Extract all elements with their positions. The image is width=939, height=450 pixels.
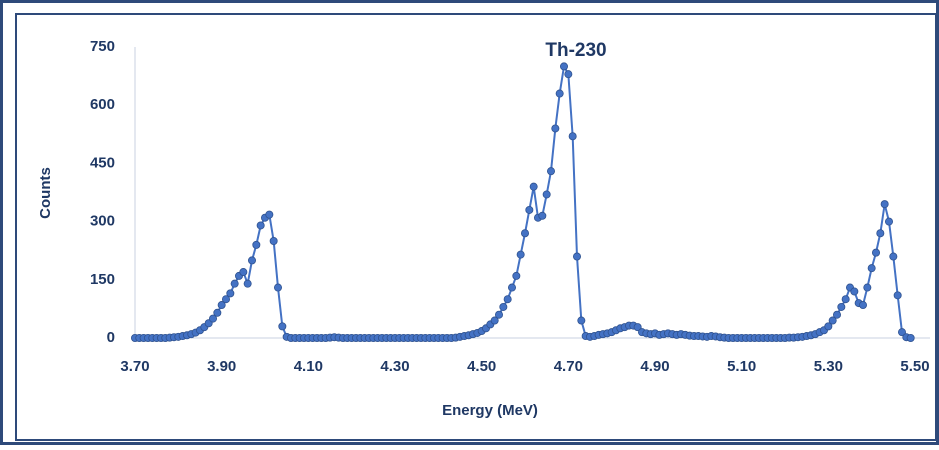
x-tick-label: 4.50 [467, 358, 496, 375]
data-point [906, 333, 915, 342]
data-point [273, 283, 282, 292]
data-point [226, 289, 235, 298]
data-point [633, 323, 642, 332]
data-line [135, 63, 911, 339]
data-point [885, 217, 894, 226]
data-point [494, 310, 503, 319]
data-point [490, 316, 499, 325]
data-point [889, 252, 898, 261]
data-point [880, 200, 889, 209]
data-point [872, 248, 881, 257]
data-point [824, 322, 833, 331]
data-point [252, 240, 261, 249]
data-point [507, 283, 516, 292]
y-axis-label: Counts [37, 167, 54, 219]
data-point [564, 70, 573, 79]
data-point [503, 295, 512, 304]
data-point [542, 190, 551, 199]
inner-frame [15, 13, 937, 441]
data-point [521, 229, 530, 238]
x-tick-label: 4.70 [554, 358, 583, 375]
chart-title: Th-230 [545, 40, 606, 61]
y-tick-label: 150 [90, 271, 115, 288]
data-point [516, 250, 525, 259]
data-point [555, 89, 564, 98]
data-point [876, 229, 885, 238]
x-tick-label: 4.30 [380, 358, 409, 375]
data-point [547, 167, 556, 176]
data-point [247, 256, 256, 265]
data-point [208, 314, 217, 323]
data-point [560, 62, 569, 71]
data-point [859, 301, 868, 310]
data-point [243, 279, 252, 288]
y-tick-label: 0 [107, 329, 115, 346]
x-tick-label: 3.70 [120, 358, 149, 375]
data-point [850, 287, 859, 296]
data-point [577, 316, 586, 325]
data-point [512, 271, 521, 280]
data-point [828, 316, 837, 325]
y-tick-label: 750 [90, 38, 115, 55]
data-point [499, 302, 508, 311]
data-point [551, 124, 560, 133]
y-tick-label: 300 [90, 213, 115, 230]
data-point [221, 295, 230, 304]
x-tick-label: 4.90 [640, 358, 669, 375]
data-point [893, 291, 902, 300]
data-point [213, 308, 222, 317]
data-point [568, 132, 577, 141]
data-point [265, 210, 274, 219]
data-point [837, 302, 846, 311]
y-tick-label: 450 [90, 154, 115, 171]
data-point [867, 264, 876, 273]
data-point [898, 328, 907, 337]
data-point [538, 211, 547, 220]
x-tick-label: 5.50 [900, 358, 929, 375]
data-point [833, 310, 842, 319]
data-point [863, 283, 872, 292]
data-point [841, 295, 850, 304]
data-point [278, 322, 287, 331]
x-tick-label: 5.10 [727, 358, 756, 375]
data-point [529, 182, 538, 191]
data-point [525, 205, 534, 214]
y-tick-label: 600 [90, 96, 115, 113]
data-point [269, 236, 278, 245]
x-axis-label: Energy (MeV) [442, 402, 538, 419]
data-point [256, 221, 265, 230]
x-tick-label: 5.30 [814, 358, 843, 375]
x-tick-label: 4.10 [294, 358, 323, 375]
x-tick-label: 3.90 [207, 358, 236, 375]
data-point [230, 279, 239, 288]
data-point [217, 301, 226, 310]
data-point [239, 268, 248, 277]
data-point [573, 252, 582, 261]
